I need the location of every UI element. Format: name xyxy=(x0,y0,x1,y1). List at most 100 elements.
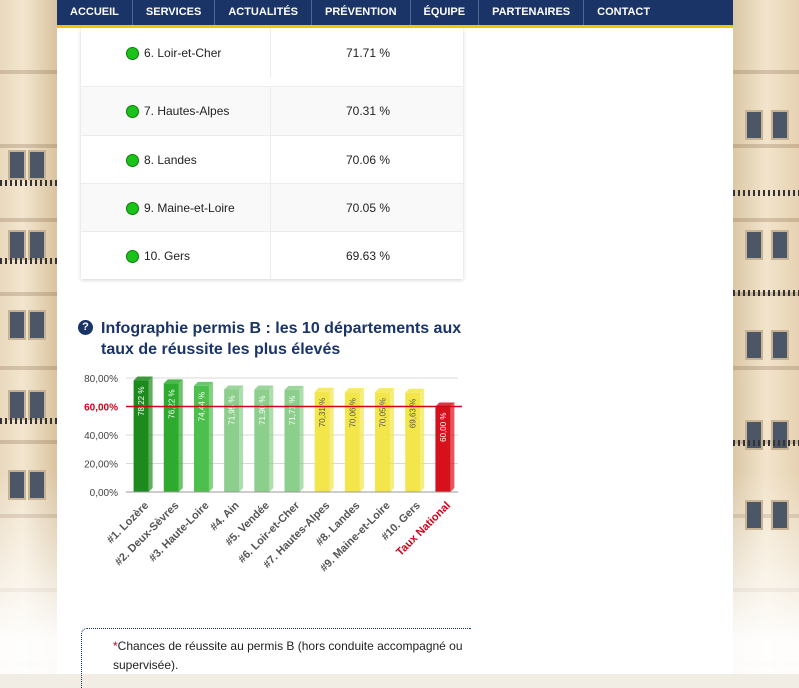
department-name: 8. Landes xyxy=(144,153,197,167)
bar xyxy=(405,392,421,492)
nav-prevention[interactable]: PRÉVENTION xyxy=(312,0,411,25)
building-balcony xyxy=(733,190,799,196)
green-dot-icon xyxy=(126,249,139,263)
bar-side xyxy=(420,388,425,492)
bar xyxy=(163,383,179,492)
table-row: 9. Maine-et-Loire 70.05 % xyxy=(81,184,463,232)
building-window xyxy=(745,330,763,360)
table-row: 6. Loir-et-Cher 71.71 % xyxy=(81,29,463,77)
bar xyxy=(435,406,451,492)
rate-cell: 70.31 % xyxy=(346,104,391,118)
building-window xyxy=(28,150,46,180)
green-dot-icon xyxy=(126,153,139,167)
department-cell: 6. Loir-et-Cher xyxy=(81,29,271,77)
bar-value-label: 70,31 % xyxy=(318,398,327,427)
green-dot-icon xyxy=(126,104,139,118)
building-window xyxy=(8,470,26,500)
y-tick-label: 40,00% xyxy=(84,431,118,442)
bar-side xyxy=(299,385,304,492)
table-row: 10. Gers 69.63 % xyxy=(81,232,463,280)
y-tick-label: 60,00% xyxy=(84,403,118,414)
nav-accueil[interactable]: ACCUEIL xyxy=(57,0,133,25)
question-icon: ? xyxy=(78,320,93,335)
building-balcony xyxy=(0,258,57,264)
table-row: 7. Hautes-Alpes 70.31 % xyxy=(81,87,463,135)
building-window xyxy=(28,470,46,500)
department-cell: 7. Hautes-Alpes xyxy=(81,87,271,135)
department-cell: 8. Landes xyxy=(81,136,271,184)
bar-top xyxy=(435,402,455,407)
bar-top xyxy=(314,387,334,392)
background-building-left xyxy=(0,0,57,674)
bar-top xyxy=(284,385,304,390)
bar-side xyxy=(390,388,395,492)
bar-side xyxy=(148,376,153,492)
rate-cell: 71.71 % xyxy=(346,46,391,60)
nav-actualites[interactable]: ACTUALITÉS xyxy=(215,0,312,25)
building-window xyxy=(28,230,46,260)
bar xyxy=(284,389,300,492)
table-row: 8. Landes 70.06 % xyxy=(81,136,463,184)
note-body: Chances de réussite au permis B (hors co… xyxy=(113,639,463,672)
category-label: Taux National xyxy=(394,500,453,559)
building-window xyxy=(8,230,26,260)
bar xyxy=(224,389,240,492)
building-window xyxy=(771,110,789,140)
main-navigation: ACCUEIL SERVICES ACTUALITÉS PRÉVENTION É… xyxy=(57,0,733,28)
bar-top xyxy=(405,388,425,393)
bar-side xyxy=(359,388,364,492)
green-dot-icon xyxy=(126,46,139,60)
building-window xyxy=(8,310,26,340)
bar-top xyxy=(224,385,244,390)
bar xyxy=(375,392,391,492)
building-window xyxy=(771,230,789,260)
building-window xyxy=(745,230,763,260)
rate-cell: 70.06 % xyxy=(346,153,391,167)
department-cell: 9. Maine-et-Loire xyxy=(81,184,271,232)
building-window xyxy=(28,310,46,340)
building-window xyxy=(745,110,763,140)
rate-cell: 70.05 % xyxy=(346,201,391,215)
bar xyxy=(254,389,270,492)
bar-value-label: 60,00 % xyxy=(439,413,448,442)
bar xyxy=(344,392,360,492)
bar-side xyxy=(208,381,213,492)
bar-value-label: 70,05 % xyxy=(379,398,388,427)
building-window xyxy=(28,390,46,420)
bar xyxy=(193,385,209,492)
building-window xyxy=(8,150,26,180)
bar-side xyxy=(178,379,183,492)
bar-top xyxy=(375,388,395,393)
bar xyxy=(133,380,149,492)
building-window xyxy=(771,330,789,360)
ranking-table: 6. Loir-et-Cher 71.71 % 7. Hautes-Alpes … xyxy=(81,28,463,280)
bar-value-label: 78,22 % xyxy=(137,387,146,416)
building-balcony xyxy=(0,180,57,186)
building-balcony xyxy=(0,418,57,424)
building-balcony xyxy=(733,290,799,296)
row-divider xyxy=(81,86,463,87)
rate-cell: 69.63 % xyxy=(346,249,391,263)
bar-side xyxy=(450,402,455,492)
bar-side xyxy=(239,385,244,492)
nav-services[interactable]: SERVICES xyxy=(133,0,216,25)
bar-top xyxy=(254,385,274,390)
y-tick-label: 20,00% xyxy=(84,460,118,471)
bar-top xyxy=(344,388,364,393)
nav-partenaires[interactable]: PARTENAIRES xyxy=(479,0,585,25)
building-window xyxy=(771,500,789,530)
bar-top xyxy=(193,381,213,386)
row-divider xyxy=(81,135,463,136)
department-name: 6. Loir-et-Cher xyxy=(144,46,222,60)
background-building-right xyxy=(733,0,799,674)
note-text: *Chances de réussite au permis B (hors c… xyxy=(113,637,463,675)
bar-value-label: 71,95 % xyxy=(228,395,237,424)
green-dot-icon xyxy=(126,201,139,215)
bar-value-label: 70,06 % xyxy=(348,398,357,427)
nav-contact[interactable]: CONTACT xyxy=(597,6,651,18)
bar-top xyxy=(133,376,153,381)
bar-value-label: 76,22 % xyxy=(167,389,176,418)
bar-side xyxy=(329,387,334,492)
nav-equipe[interactable]: ÉQUIPE xyxy=(411,0,480,25)
department-cell: 10. Gers xyxy=(81,232,271,280)
